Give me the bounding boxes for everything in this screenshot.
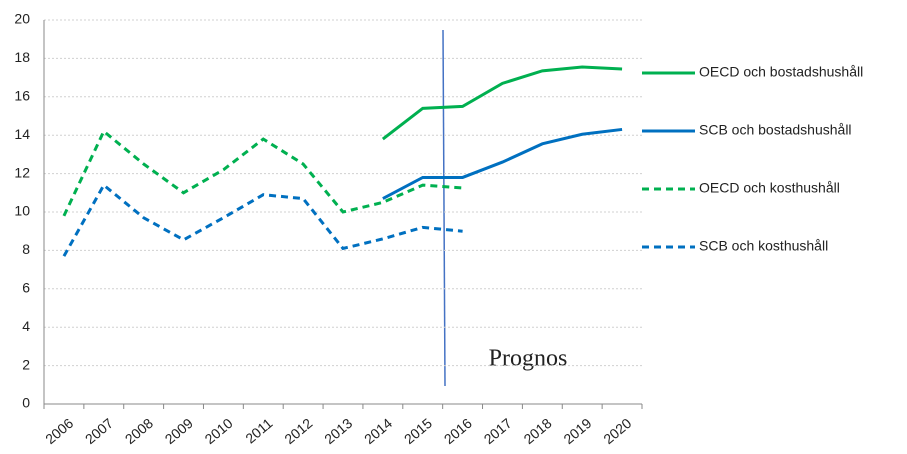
series-line	[382, 127, 623, 200]
series-line	[381, 65, 623, 141]
legend-label: SCB och kosthushåll	[699, 238, 828, 254]
y-tick-label: 2	[22, 356, 30, 372]
x-tick-label: 2013	[321, 415, 355, 447]
x-tick-label: 2012	[281, 415, 315, 447]
y-tick-label: 0	[22, 395, 30, 411]
y-tick-label: 10	[14, 203, 30, 219]
annotation: Prognos	[489, 346, 568, 372]
x-tick-label: 2011	[242, 415, 276, 447]
forecast-divider	[442, 29, 446, 387]
x-tick-label: 2014	[361, 415, 395, 447]
x-tick-label: 2008	[122, 415, 156, 447]
series-line	[62, 128, 463, 217]
x-tick-label: 2017	[481, 415, 515, 447]
y-tick-label: 16	[14, 88, 30, 104]
y-tick-label: 4	[22, 318, 30, 334]
x-tick-label: 2016	[441, 415, 475, 447]
x-tick-label: 2018	[520, 415, 554, 447]
x-tick-label: 2019	[560, 415, 594, 447]
x-tick-label: 2010	[202, 415, 236, 447]
legend-label: OECD och bostadshushåll	[699, 64, 863, 80]
legend-label: OECD och kosthushåll	[699, 180, 840, 196]
x-tick-label: 2009	[162, 415, 196, 447]
legend-label: SCB och bostadshushåll	[699, 122, 852, 138]
y-tick-label: 20	[14, 11, 30, 27]
y-tick-label: 18	[14, 49, 30, 65]
x-tick-label: 2015	[401, 415, 435, 447]
y-tick-label: 14	[14, 126, 30, 142]
y-tick-label: 12	[14, 164, 30, 180]
x-tick-label: 2006	[42, 415, 76, 447]
y-tick-label: 8	[22, 241, 30, 257]
series-line	[62, 182, 463, 257]
x-tick-label: 2007	[82, 415, 116, 447]
y-tick-label: 6	[22, 280, 30, 296]
x-tick-label: 2020	[600, 415, 634, 447]
